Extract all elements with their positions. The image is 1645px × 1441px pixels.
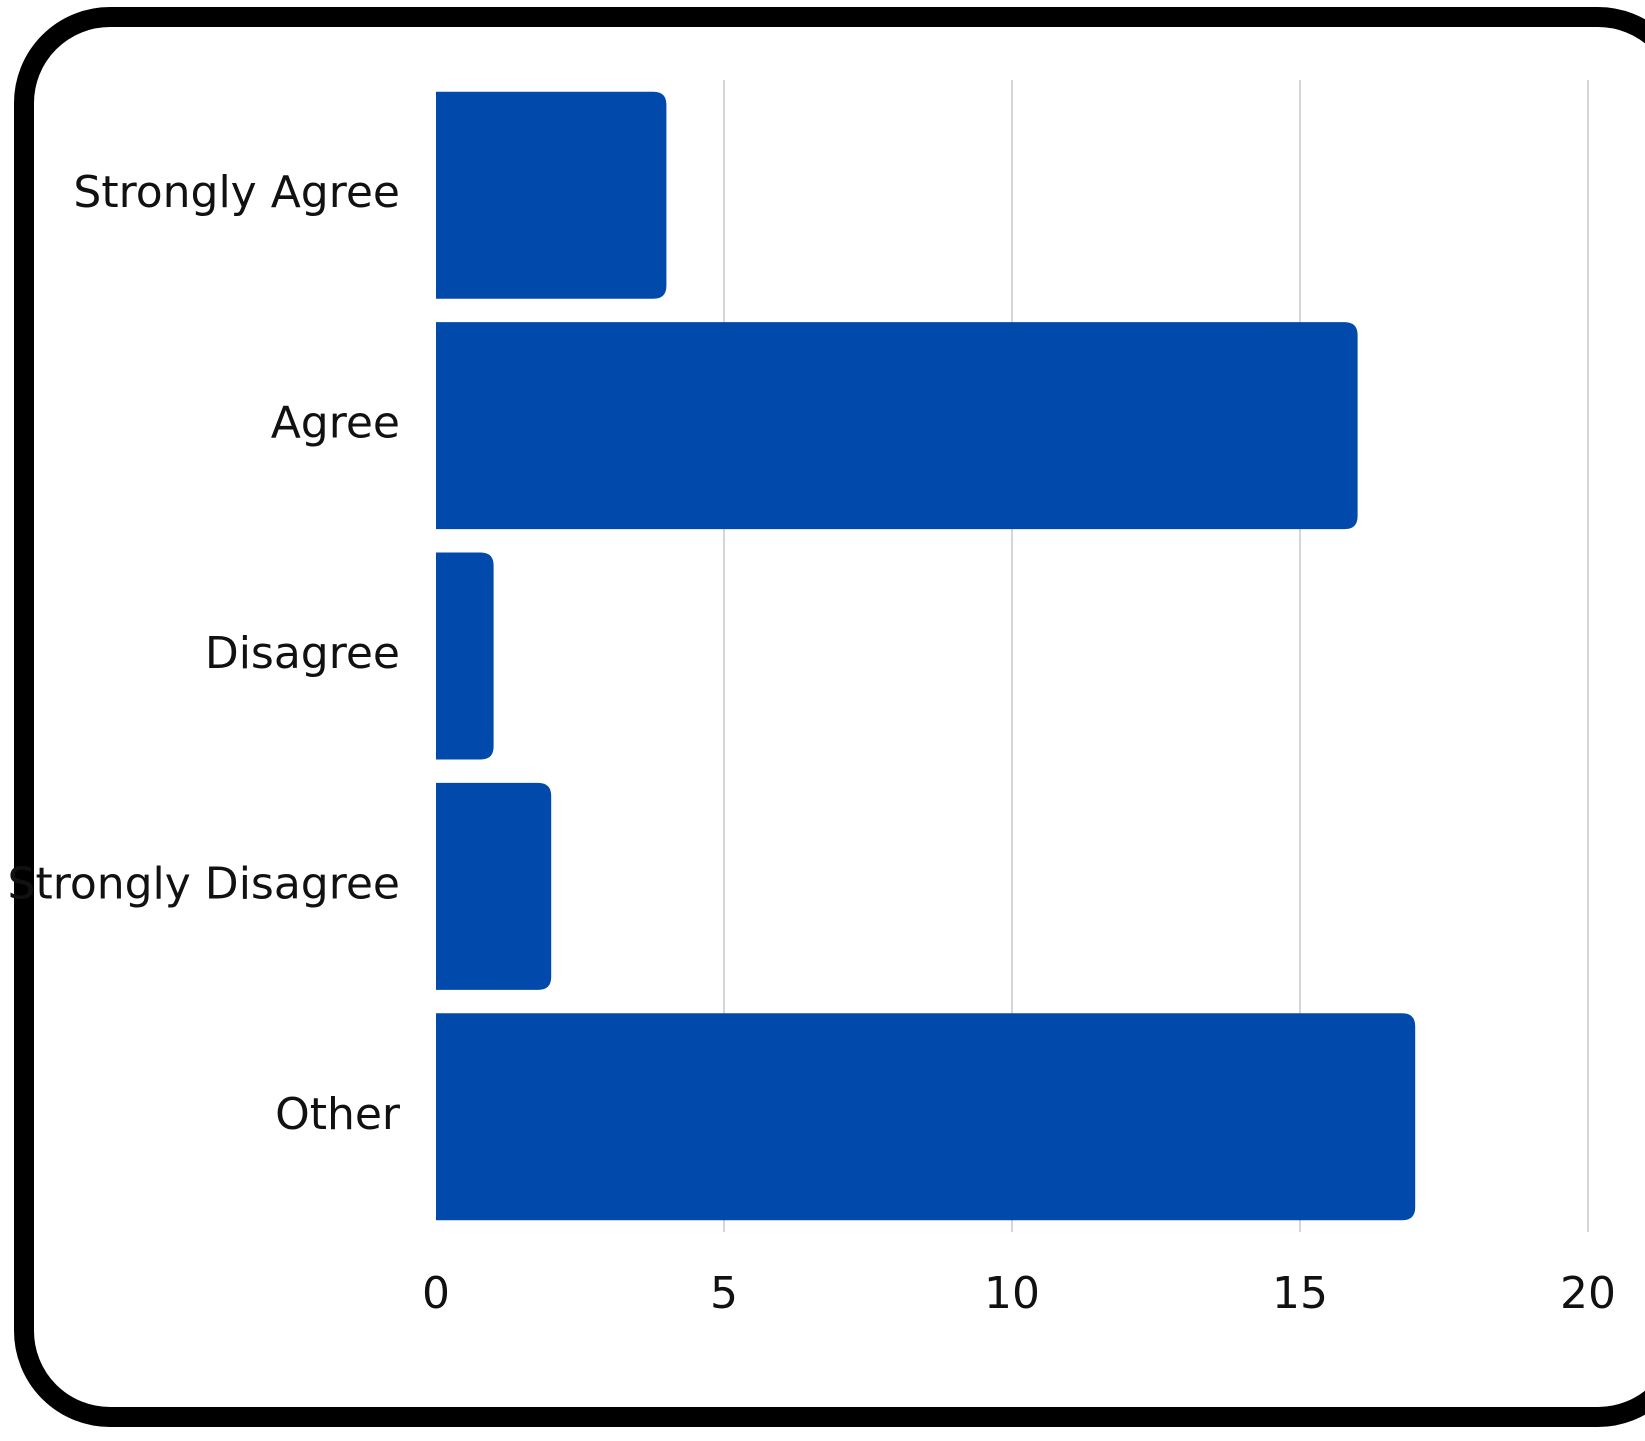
bar-strongly-agree	[436, 91, 667, 299]
category-label: Strongly Agree	[73, 167, 400, 218]
bar-other	[436, 1013, 1416, 1221]
bar-layer	[436, 91, 1416, 1221]
category-label-layer: Strongly Agree Agree Disagree Strongly Disa…	[8, 167, 401, 1140]
bar-disagree	[436, 552, 494, 760]
x-tick-label: 20	[1560, 1268, 1616, 1319]
bar-strongly-disagree	[436, 782, 552, 990]
category-label: Disagree	[205, 628, 400, 679]
bar-agree	[436, 322, 1358, 530]
x-tick-label: 15	[1272, 1268, 1328, 1319]
x-tick-label: 0	[422, 1268, 450, 1319]
tick-label-layer: 0 5 10 15 20	[422, 1268, 1616, 1319]
x-tick-label: 10	[984, 1268, 1040, 1319]
category-label: Other	[275, 1089, 401, 1140]
x-tick-label: 5	[710, 1268, 738, 1319]
category-label: Agree	[271, 398, 400, 449]
category-label: Strongly Disagree	[8, 858, 400, 909]
